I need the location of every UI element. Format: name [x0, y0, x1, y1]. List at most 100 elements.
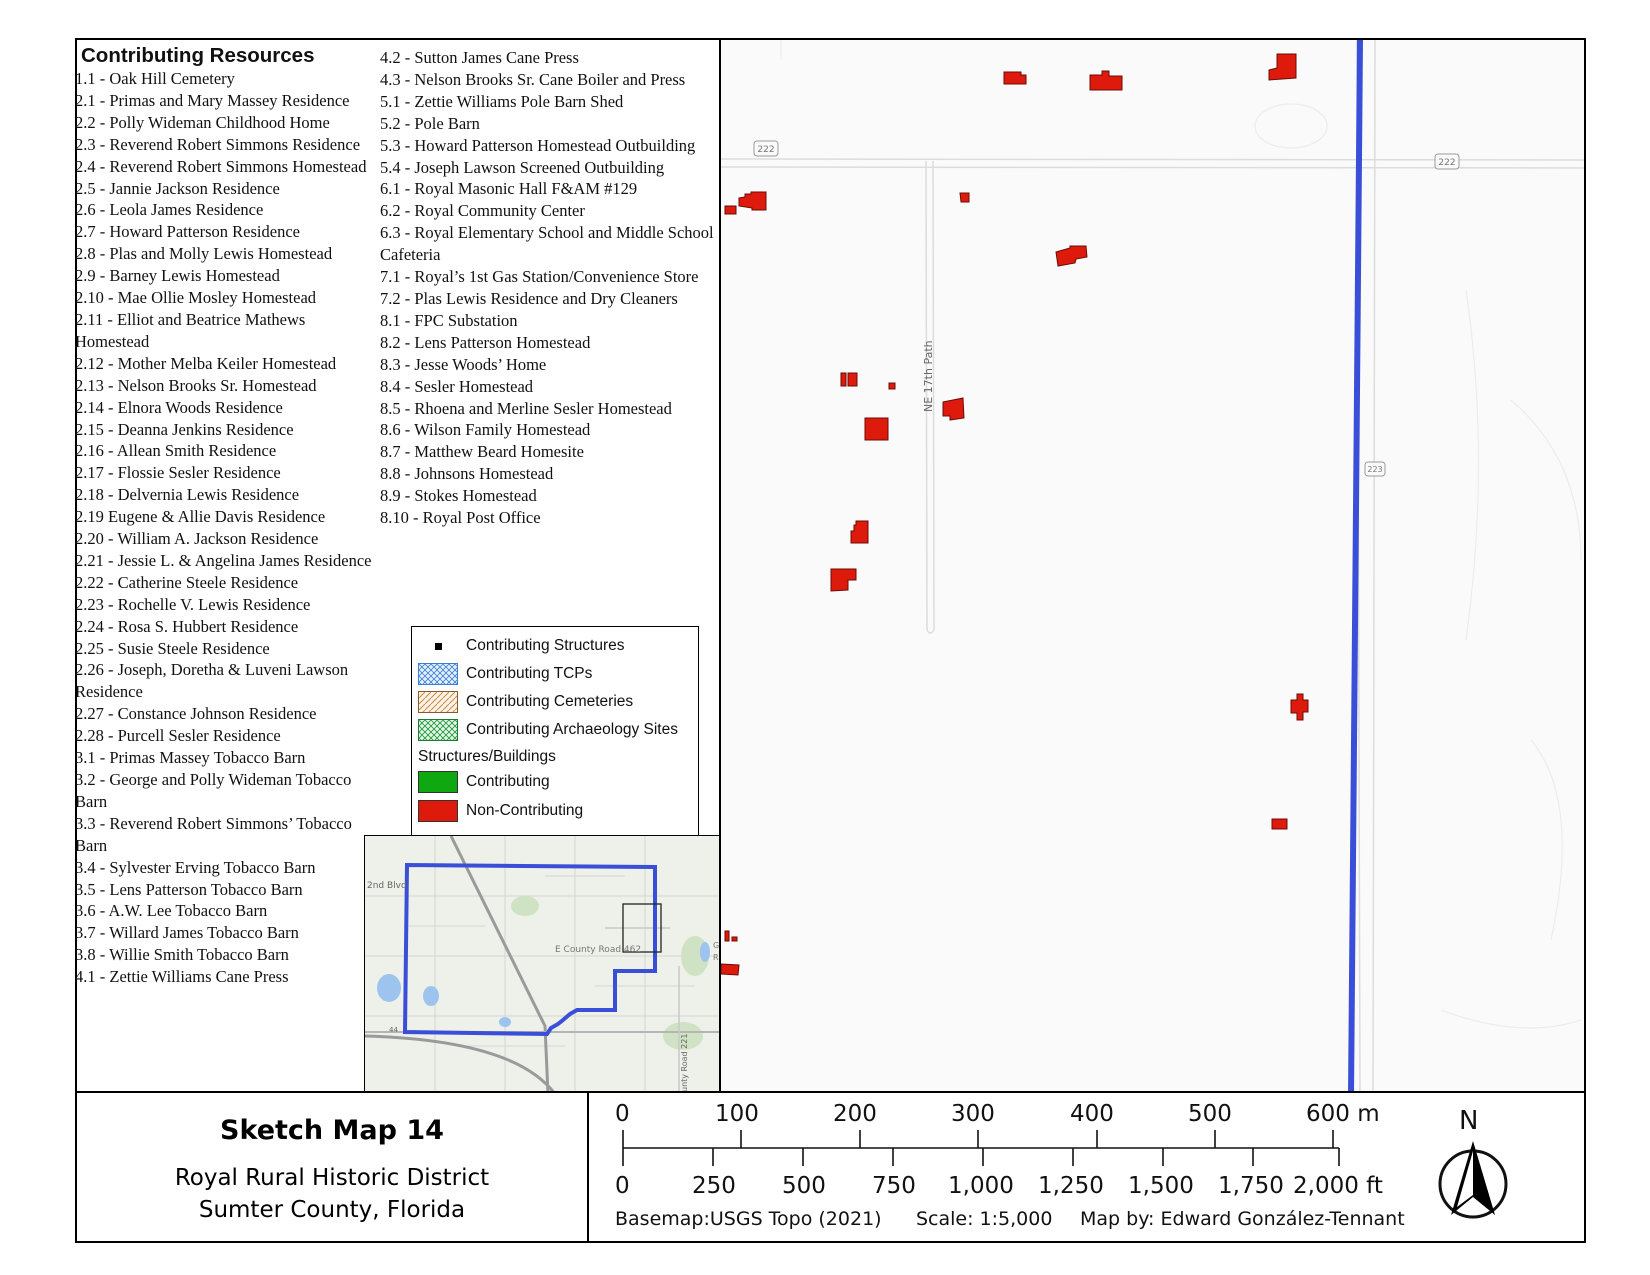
legend-row-archaeology: Contributing Archaeology Sites	[418, 718, 678, 742]
resource-list-item: 4.2 - Sutton James Cane Press	[380, 48, 579, 67]
inset-label: R	[713, 953, 719, 962]
scale-tick-label: 100	[715, 1101, 759, 1127]
inset-label: 2nd Blvd	[367, 881, 407, 891]
legend-label: Contributing TCPs	[466, 665, 593, 682]
non-contributing-swatch	[418, 800, 458, 822]
resource-list-item: 2.12 - Mother Melba Keiler Homestead	[75, 353, 337, 373]
resource-list-item: 7.2 - Plas Lewis Residence and Dry Clean…	[380, 288, 678, 308]
title-block: Sketch Map 14 Royal Rural Historic Distr…	[75, 1091, 589, 1243]
resource-list-item: 3.4 - Sylvester Erving Tobacco Barn	[75, 857, 316, 877]
archaeology-hatch-swatch	[418, 719, 458, 741]
resource-list-item: 2.11 - Elliot and Beatrice Mathews Homes…	[75, 309, 306, 351]
resource-list-item: 8.6 - Wilson Family Homestead	[380, 420, 591, 440]
non-contributing-building	[942, 397, 965, 421]
scale-tick-label: 1,250	[1038, 1173, 1104, 1199]
district-boundary-line	[1348, 40, 1363, 1091]
resource-list-item: 2.1 - Primas and Mary Massey Residence	[75, 90, 350, 110]
non-contributing-building	[1089, 70, 1123, 91]
scale-tick-label: 500	[1188, 1101, 1232, 1127]
main-map: 222 222 223 NE 17th Path	[719, 38, 1586, 1093]
resource-list-item: 2.8 - Plas and Molly Lewis Homestead	[75, 244, 333, 264]
non-contributing-building	[1055, 245, 1088, 267]
structure-point-icon	[434, 642, 442, 650]
resource-list-item: 8.1 - FPC Substation	[380, 310, 518, 330]
resource-list-item: 2.27 - Constance Johnson Residence	[75, 704, 317, 724]
inset-label: G	[713, 941, 719, 950]
resource-list-item: 2.15 - Deanna Jenkins Residence	[75, 419, 294, 439]
non-contributing-building	[830, 568, 857, 592]
resource-list-item: 3.5 - Lens Patterson Tobacco Barn	[75, 879, 303, 899]
resource-list-item: 2.24 - Rosa S. Hubbert Residence	[75, 616, 299, 636]
svg-text:223: 223	[1367, 465, 1382, 474]
scale-tick-label: 250	[692, 1173, 736, 1199]
legend-label: Contributing Cemeteries	[466, 693, 634, 710]
non-contributing-building	[724, 930, 730, 942]
non-contributing-building	[959, 192, 970, 203]
non-contributing-building	[731, 936, 738, 942]
map-subtitle: Royal Rural Historic District	[174, 1165, 490, 1191]
resource-list-item: 2.2 - Polly Wideman Childhood Home	[75, 112, 330, 132]
resource-list-item: 4.1 - Zettie Williams Cane Press	[75, 967, 289, 987]
scale-tick-label: 200	[833, 1101, 877, 1127]
resource-list-item: 2.28 - Purcell Sesler Residence	[75, 726, 281, 746]
resource-list-item: 4.3 - Nelson Brooks Sr. Cane Boiler and …	[380, 69, 686, 89]
route-222-shield: 222	[1434, 153, 1460, 170]
non-contributing-building	[840, 372, 847, 387]
legend-label: Structures/Buildings	[418, 748, 556, 765]
scale-tick-label: 0	[615, 1173, 630, 1199]
resource-list-item: 3.6 - A.W. Lee Tobacco Barn	[75, 901, 268, 921]
resource-list-item: 3.3 - Reverend Robert Simmons’ Tobacco B…	[75, 813, 352, 855]
svg-text:222: 222	[757, 145, 774, 155]
resources-title: Contributing Resources	[81, 44, 315, 67]
legend-label: Contributing Archaeology Sites	[466, 721, 678, 738]
scale-tick-label: 2,000 ft	[1293, 1173, 1383, 1199]
resource-list-item: 2.14 - Elnora Woods Residence	[75, 397, 283, 417]
resource-list-item: 8.7 - Matthew Beard Homesite	[380, 442, 584, 462]
inset-district-boundary	[402, 862, 657, 1037]
resource-list-item: 2.19 Eugene & Allie Davis Residence	[75, 507, 326, 527]
resource-list-item: 5.4 - Joseph Lawson Screened Outbuilding	[380, 157, 665, 177]
resource-list-item: 2.21 - Jessie L. & Angelina James Reside…	[75, 550, 372, 570]
legend-row-cemeteries: Contributing Cemeteries	[418, 690, 633, 714]
resource-list-item: 2.3 - Reverend Robert Simmons Residence	[75, 134, 361, 154]
author-credit: Map by: Edward González-Tennant	[1080, 1208, 1405, 1230]
resource-list-item: 7.1 - Royal’s 1st Gas Station/Convenienc…	[380, 267, 699, 287]
inset-map-graphic: 2nd Blvd E County Road 462 44 G R unty R…	[365, 836, 721, 1094]
resource-list-column-1: Contributing Resources 1.1 - Oak Hill Ce…	[75, 44, 375, 988]
non-contributing-building	[847, 372, 858, 387]
resource-list-item: 2.16 - Allean Smith Residence	[75, 441, 277, 461]
scale-tick-label: 400	[1070, 1101, 1114, 1127]
resource-list-item: 8.2 - Lens Patterson Homestead	[380, 332, 591, 352]
non-contributing-building	[724, 205, 737, 215]
resource-list-item: 2.20 - William A. Jackson Residence	[75, 529, 319, 549]
resource-list-item: 8.5 - Rhoena and Merline Sesler Homestea…	[380, 398, 672, 418]
main-map-graphic: 222 222 223 NE 17th Path	[721, 40, 1584, 1091]
resource-list-item: 5.1 - Zettie Williams Pole Barn Shed	[380, 91, 624, 111]
scale-bar	[622, 1130, 1340, 1166]
resource-list-item: 2.5 - Jannie Jackson Residence	[75, 178, 280, 198]
non-contributing-building	[1003, 71, 1027, 85]
non-contributing-building	[721, 963, 740, 976]
resource-list-item: 2.26 - Joseph, Doretha & Luveni Lawson R…	[75, 660, 349, 702]
legend-row-tcps: Contributing TCPs	[418, 662, 592, 686]
street-label: NE 17th Path	[922, 340, 935, 412]
resource-list-item: 2.23 - Rochelle V. Lewis Residence	[75, 594, 311, 614]
resource-list-item: 8.10 - Royal Post Office	[380, 508, 541, 528]
map-title: Sketch Map 14	[220, 1115, 444, 1146]
resource-list-item: 3.1 - Primas Massey Tobacco Barn	[75, 748, 306, 768]
resource-list-item: 8.3 - Jesse Woods’ Home	[380, 354, 547, 374]
route-222-shield: 222	[753, 140, 779, 157]
locator-inset-map: 2nd Blvd E County Road 462 44 G R unty R…	[364, 835, 722, 1095]
contributing-swatch	[418, 771, 458, 793]
scale-tick-label: 500	[782, 1173, 826, 1199]
legend-label: Contributing Structures	[466, 637, 625, 654]
map-legend: Contributing Structures Contributing TCP…	[411, 626, 699, 836]
resource-list-item: 6.2 - Royal Community Center	[380, 201, 585, 221]
resource-list-item: 8.4 - Sesler Homestead	[380, 376, 534, 396]
scale-tick-label: 1,750	[1218, 1173, 1284, 1199]
cemetery-hatch-swatch	[418, 691, 458, 713]
non-contributing-building	[850, 520, 869, 544]
non-contributing-building	[864, 417, 889, 441]
resource-list-item: 5.2 - Pole Barn	[380, 113, 480, 133]
scale-tick-label: 0	[615, 1101, 630, 1127]
